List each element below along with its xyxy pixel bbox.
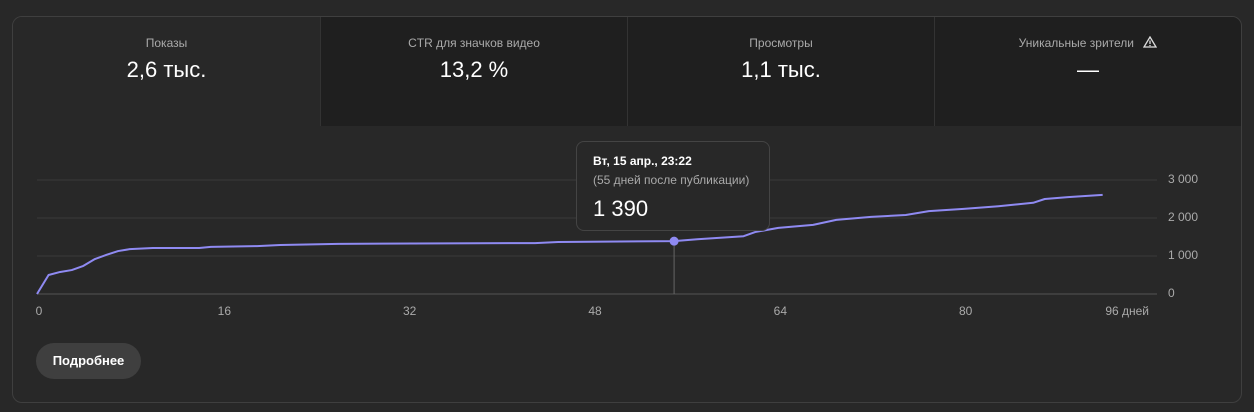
y-tick-label: 0: [1168, 286, 1175, 300]
hover-point: [669, 236, 679, 246]
metric-value: 2,6 тыс.: [126, 57, 207, 82]
x-tick-label: 0: [36, 304, 43, 318]
metric-tab[interactable]: Уникальные зрители —: [934, 17, 1241, 126]
tooltip-title: Вт, 15 апр., 23:22: [593, 154, 692, 168]
metric-value: —: [1077, 57, 1099, 82]
metric-tab[interactable]: Просмотры 1,1 тыс.: [627, 17, 934, 126]
metric-label: Уникальные зрители: [1018, 36, 1134, 50]
line: [36, 193, 1103, 295]
metric-label: Просмотры: [749, 36, 813, 50]
x-tick-label: 96 дней: [1105, 304, 1149, 318]
x-tick-label: 48: [588, 304, 602, 318]
metric-tab[interactable]: Показы 2,6 тыс.: [13, 17, 320, 126]
x-tick-label: 80: [959, 304, 973, 318]
y-tick-label: 2 000: [1168, 210, 1198, 224]
x-tick-label: 16: [218, 304, 232, 318]
metric-label-row: Уникальные зрители: [935, 35, 1241, 50]
details-button[interactable]: Подробнее: [36, 343, 141, 379]
y-tick-label: 1 000: [1168, 248, 1198, 262]
x-tick-label: 32: [403, 304, 417, 318]
metric-value: 13,2 %: [439, 57, 509, 82]
tooltip-value: 1 390: [593, 196, 649, 221]
tooltip: Вт, 15 апр., 23:22 (55 дней после публик…: [576, 141, 770, 231]
warning-icon: [1143, 35, 1158, 48]
metric-label: Показы: [145, 36, 188, 50]
x-tick-label: 64: [774, 304, 788, 318]
analytics-card: Показы 2,6 тыс. CTR для значков видео 13…: [12, 16, 1242, 403]
tooltip-subtitle: (55 дней после публикации): [593, 173, 750, 187]
y-tick-label: 3 000: [1168, 172, 1198, 186]
metric-label: CTR для значков видео: [408, 36, 540, 50]
metric-value: 1,1 тыс.: [741, 57, 821, 82]
metric-tab[interactable]: CTR для значков видео 13,2 %: [320, 17, 627, 126]
